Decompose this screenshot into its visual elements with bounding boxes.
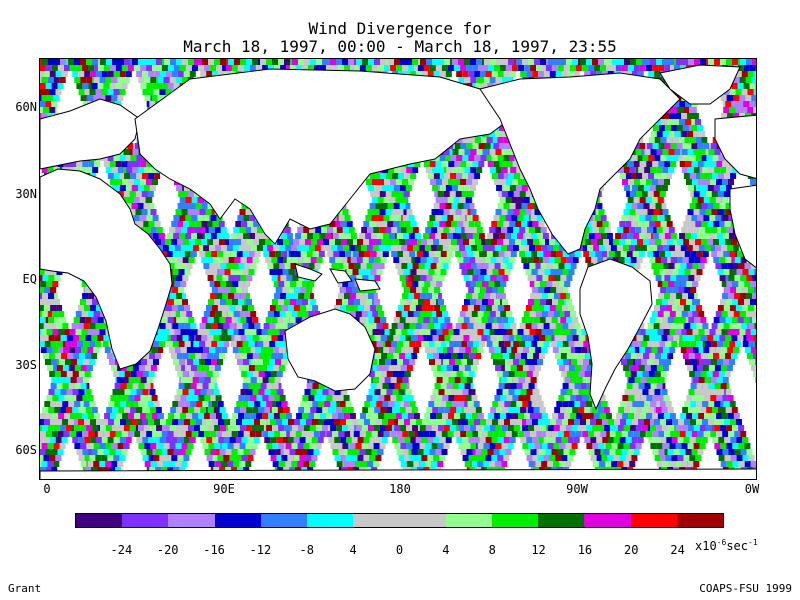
world-map (39, 58, 757, 480)
y-axis-label-60s: 60S (15, 444, 37, 457)
colorbar-tick-label: -16 (203, 543, 225, 557)
colorbar-swatch (261, 514, 307, 527)
x-axis-label-0: 0 (43, 483, 50, 496)
colorbar-tick-label: -8 (300, 543, 314, 557)
colorbar-tick-label: 16 (578, 543, 592, 557)
x-axis-label-0w: 0W (745, 483, 759, 496)
colorbar-tick-label: -24 (111, 543, 133, 557)
colorbar-tick-label: 8 (489, 543, 496, 557)
colorbar-tick-label: 12 (531, 543, 545, 557)
antarctica-landmass (40, 469, 757, 480)
colorbar-tick-label: 24 (670, 543, 684, 557)
colorbar (75, 513, 724, 528)
colorbar-units: x10-6sec-1 (695, 538, 758, 553)
map-title-line1: Wind Divergence for (0, 20, 800, 38)
divergence-field (40, 59, 757, 480)
y-axis-label-30s: 30S (15, 359, 37, 372)
organization-credit: COAPS-FSU 1999 (699, 582, 792, 595)
colorbar-tick-label: 0 (396, 543, 403, 557)
colorbar-tick-label: 20 (624, 543, 638, 557)
colorbar-tick-label: 4 (350, 543, 357, 557)
x-axis-label-180: 180 (389, 483, 411, 496)
colorbar-swatch (631, 514, 677, 527)
map-title-line2: March 18, 1997, 00:00 - March 18, 1997, … (0, 38, 800, 56)
colorbar-swatch (353, 514, 399, 527)
colorbar-swatch (400, 514, 446, 527)
x-axis-label-90w: 90W (566, 483, 588, 496)
colorbar-swatch (538, 514, 584, 527)
x-axis-label-90e: 90E (213, 483, 235, 496)
author-credit: Grant (8, 582, 41, 595)
colorbar-swatch (446, 514, 492, 527)
colorbar-swatch (122, 514, 168, 527)
y-axis-label-60n: 60N (15, 101, 37, 114)
colorbar-swatch (168, 514, 214, 527)
y-axis-label-eq: EQ (23, 273, 37, 286)
colorbar-tick-label: -12 (250, 543, 272, 557)
colorbar-tick-label: 4 (442, 543, 449, 557)
colorbar-swatch (215, 514, 261, 527)
colorbar-swatch (76, 514, 122, 527)
y-axis-label-30n: 30N (15, 188, 37, 201)
colorbar-tick-label: -20 (157, 543, 179, 557)
colorbar-swatch (492, 514, 538, 527)
colorbar-swatch (584, 514, 630, 527)
colorbar-swatch (307, 514, 353, 527)
colorbar-swatch (677, 514, 723, 527)
